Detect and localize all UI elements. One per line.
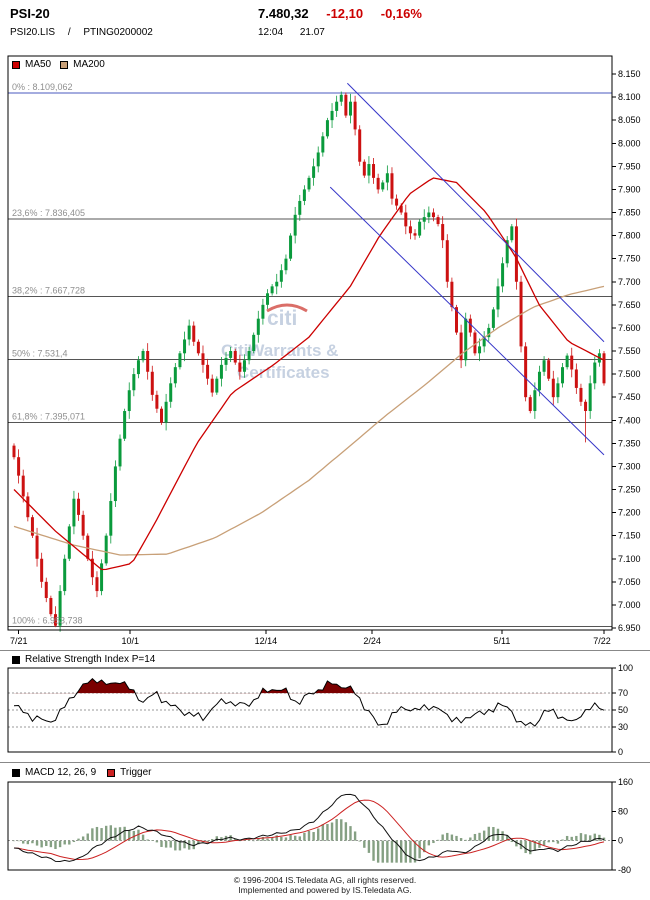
ma50-swatch-icon [12, 60, 20, 69]
watermark-line2: Certificates [237, 363, 330, 382]
price-change-pct: -0,16% [380, 6, 422, 21]
citi-umbrella-arc-icon [266, 303, 308, 313]
svg-text:8.000: 8.000 [618, 138, 641, 148]
macd-frame [7, 781, 613, 871]
price-chart-frame [7, 55, 613, 631]
svg-text:160: 160 [618, 777, 633, 787]
macd-line [13, 793, 605, 863]
fib-label: 38,2% : 7.667,728 [12, 286, 85, 296]
quote-clock: 12:04 [258, 27, 284, 38]
quote-time: 12:04 21.07 [258, 27, 339, 38]
svg-text:7.000: 7.000 [618, 600, 641, 610]
instrument-isin: PTING0200002 [83, 27, 153, 38]
svg-text:7.400: 7.400 [618, 415, 641, 425]
svg-text:8.150: 8.150 [618, 69, 641, 79]
svg-text:7.750: 7.750 [618, 254, 641, 264]
svg-text:7.600: 7.600 [618, 323, 641, 333]
svg-text:10/1: 10/1 [121, 636, 139, 646]
fib-label: 0% : 8.109,062 [12, 82, 73, 92]
citi-logo-text: citi [267, 307, 297, 330]
fib-label: 23,6% : 7.836,405 [12, 208, 85, 218]
footer-line1: © 1996-2004 IS.Teledata AG, all rights r… [233, 875, 417, 885]
svg-text:30: 30 [618, 722, 628, 732]
ma-legend: MA50 MA200 [12, 59, 105, 70]
ma50-label: MA50 [25, 59, 52, 70]
svg-text:7/22: 7/22 [593, 636, 611, 646]
trigger-label: Trigger [120, 767, 152, 778]
svg-text:7.250: 7.250 [618, 485, 641, 495]
svg-text:7/21: 7/21 [10, 636, 28, 646]
footer-line2: Implemented and powered by IS.Teledata A… [238, 885, 412, 895]
symbol-separator: / [67, 27, 71, 38]
ma200-line [13, 285, 605, 556]
svg-text:7.300: 7.300 [618, 461, 641, 471]
macd-histogram [12, 819, 606, 863]
rsi-line [13, 678, 605, 727]
last-price: 7.480,32 [258, 6, 309, 21]
svg-text:7.200: 7.200 [618, 508, 641, 518]
macd-title-label: MACD 12, 26, 9 [25, 767, 97, 778]
price-chart: 8.150 8.100 8.050 8.000 7.950 7.900 7.850 7.800… [7, 55, 641, 646]
svg-text:7.800: 7.800 [618, 231, 641, 241]
svg-text:0: 0 [618, 836, 623, 846]
macd-swatch-icon [12, 768, 20, 777]
fib-label: 61,8% : 7.395,071 [12, 412, 85, 422]
svg-text:70: 70 [618, 688, 628, 698]
svg-text:7.500: 7.500 [618, 369, 641, 379]
svg-text:7.700: 7.700 [618, 277, 641, 287]
rsi-swatch-icon [12, 655, 20, 664]
svg-text:100: 100 [618, 663, 633, 673]
trigger-swatch-icon [107, 768, 116, 777]
svg-text:7.050: 7.050 [618, 577, 641, 587]
time-x-axis: 7/21 10/1 12/14 2/24 5/11 7/22 [10, 630, 611, 646]
svg-text:12/14: 12/14 [255, 636, 278, 646]
copyright-footer: © 1996-2004 IS.Teledata AG, all rights r… [0, 875, 650, 895]
svg-text:80: 80 [618, 806, 628, 816]
svg-text:-80: -80 [618, 865, 631, 875]
svg-text:8.050: 8.050 [618, 115, 641, 125]
instrument-identifiers: PSI20.LIS / PTING0200002 [10, 27, 153, 38]
panel-divider [0, 650, 650, 651]
quote-date: 21.07 [299, 27, 325, 38]
instrument-symbol: PSI20.LIS [10, 27, 56, 38]
rsi-panel-title: Relative Strength Index P=14 [12, 654, 155, 665]
price-change: -12,10 [326, 6, 364, 21]
macd-y-axis: 160 80 0 -80 [612, 777, 633, 875]
svg-text:50: 50 [618, 705, 628, 715]
macd-panel-title: MACD 12, 26, 9 Trigger [12, 767, 151, 778]
quote-block: 7.480,32 -12,10 -0,16% [258, 6, 422, 21]
svg-text:8.100: 8.100 [618, 92, 641, 102]
svg-text:7.550: 7.550 [618, 346, 641, 356]
ma200-swatch-icon [60, 60, 69, 69]
candles [12, 91, 606, 632]
svg-text:2/24: 2/24 [363, 636, 381, 646]
instrument-name: PSI-20 [10, 6, 50, 21]
trigger-line [13, 799, 605, 861]
rsi-title-label: Relative Strength Index P=14 [25, 654, 156, 665]
trendlines [329, 82, 605, 456]
rsi-y-axis: 100 70 50 30 0 [612, 663, 633, 757]
fib-label: 100% : 6.953,738 [12, 615, 83, 625]
svg-text:6.950: 6.950 [618, 623, 641, 633]
svg-text:7.450: 7.450 [618, 392, 641, 402]
rsi-chart: 100 70 50 30 0 [7, 663, 633, 757]
svg-text:7.350: 7.350 [618, 438, 641, 448]
ma200-label: MA200 [73, 59, 105, 70]
svg-text:7.900: 7.900 [618, 184, 641, 194]
svg-text:5/11: 5/11 [494, 636, 511, 646]
svg-text:7.650: 7.650 [618, 300, 641, 310]
fib-label: 50% : 7.531,4 [12, 349, 68, 359]
svg-text:7.150: 7.150 [618, 531, 641, 541]
macd-chart: 160 80 0 -80 [7, 777, 633, 875]
fib-lines [8, 92, 612, 627]
svg-text:7.850: 7.850 [618, 208, 641, 218]
ma50-line [13, 177, 605, 571]
svg-text:7.950: 7.950 [618, 161, 641, 171]
svg-text:0: 0 [618, 747, 623, 757]
svg-text:7.100: 7.100 [618, 554, 641, 564]
panel-divider-2 [0, 762, 650, 763]
price-y-axis: 8.150 8.100 8.050 8.000 7.950 7.900 7.850 7.800… [612, 69, 641, 633]
